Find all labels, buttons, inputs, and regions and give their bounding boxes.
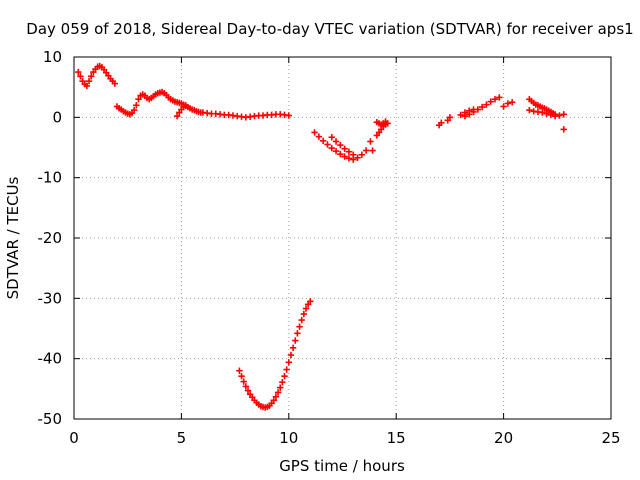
data-point	[483, 101, 490, 108]
data-point	[240, 378, 247, 385]
data-point	[238, 372, 245, 380]
data-point	[491, 96, 499, 103]
x-tick-label: 5	[177, 429, 187, 447]
x-tick-label: 0	[69, 429, 79, 447]
data-point	[345, 148, 353, 155]
data-point	[283, 366, 290, 373]
data-point	[135, 96, 142, 103]
data-point	[83, 82, 91, 90]
x-tick-label: 20	[494, 429, 513, 447]
data-point	[466, 107, 473, 114]
y-tick-label: -20	[38, 229, 63, 247]
data-point	[332, 138, 340, 145]
data-point	[337, 141, 344, 149]
data-point	[446, 114, 454, 121]
data-point	[560, 111, 567, 118]
data-point	[526, 106, 533, 114]
data-point	[85, 77, 93, 85]
data-points	[75, 62, 567, 411]
data-point	[87, 73, 95, 80]
data-point	[277, 384, 284, 391]
data-point	[319, 137, 327, 145]
data-point	[287, 351, 295, 359]
data-point	[111, 80, 119, 87]
data-point	[294, 330, 301, 337]
axis-ticks: 0 5 10 15 20 25 10 0 -10 -20 -30 -40 -50	[38, 48, 621, 447]
data-point	[504, 100, 512, 107]
y-tick-label: -40	[38, 350, 63, 368]
data-point	[328, 144, 335, 152]
data-point	[315, 133, 323, 140]
data-point	[272, 393, 280, 400]
y-tick-label: -10	[38, 169, 63, 187]
data-point	[382, 118, 389, 125]
data-point	[369, 147, 376, 154]
data-point	[242, 383, 250, 390]
data-point	[300, 310, 308, 318]
data-point	[279, 378, 286, 386]
data-point	[285, 112, 292, 119]
data-point	[307, 298, 314, 305]
x-axis-label: GPS time / hours	[279, 457, 405, 475]
data-point	[362, 147, 370, 154]
chart-title: Day 059 of 2018, Sidereal Day-to-day VTE…	[26, 20, 633, 38]
y-tick-label: 10	[43, 48, 62, 66]
data-point	[556, 112, 563, 119]
data-point	[274, 389, 282, 396]
data-point	[298, 316, 305, 324]
data-point	[539, 109, 546, 116]
data-point	[547, 111, 555, 119]
y-tick-label: 0	[52, 108, 62, 126]
y-axis-label: SDTVAR / TECUs	[4, 176, 22, 299]
data-point	[478, 103, 486, 111]
data-point	[354, 154, 361, 161]
data-point	[470, 106, 477, 113]
data-point	[289, 344, 297, 352]
data-point	[345, 155, 353, 162]
data-point	[302, 305, 310, 312]
data-point	[367, 138, 374, 145]
data-point	[543, 110, 550, 117]
y-tick-label: -50	[38, 410, 63, 428]
data-point	[77, 73, 84, 80]
data-point	[244, 387, 252, 394]
data-point	[281, 372, 288, 380]
data-point	[508, 99, 516, 106]
data-point	[328, 134, 335, 141]
data-point	[133, 102, 140, 109]
data-point	[438, 119, 445, 126]
data-point	[173, 112, 181, 120]
data-point	[285, 359, 292, 366]
data-point	[500, 103, 507, 110]
data-point	[358, 151, 366, 158]
grid-lines	[74, 57, 611, 419]
x-tick-label: 15	[387, 429, 406, 447]
data-point	[341, 145, 348, 152]
data-point	[350, 151, 357, 158]
data-point	[560, 126, 567, 133]
data-point	[341, 153, 348, 160]
data-point	[496, 94, 503, 101]
data-point	[487, 98, 494, 105]
data-point	[461, 109, 469, 116]
data-point	[296, 323, 303, 330]
data-point	[236, 367, 243, 374]
data-point	[332, 147, 340, 155]
x-tick-label: 25	[601, 429, 620, 447]
data-point	[457, 111, 464, 119]
data-point	[311, 129, 318, 136]
x-tick-label: 10	[279, 429, 298, 447]
y-tick-label: -30	[38, 289, 63, 307]
data-point	[130, 106, 138, 114]
data-point	[292, 337, 299, 344]
data-point	[337, 150, 344, 158]
data-point	[75, 68, 82, 76]
data-point	[324, 141, 331, 148]
data-point	[270, 397, 277, 404]
data-point	[182, 102, 189, 109]
